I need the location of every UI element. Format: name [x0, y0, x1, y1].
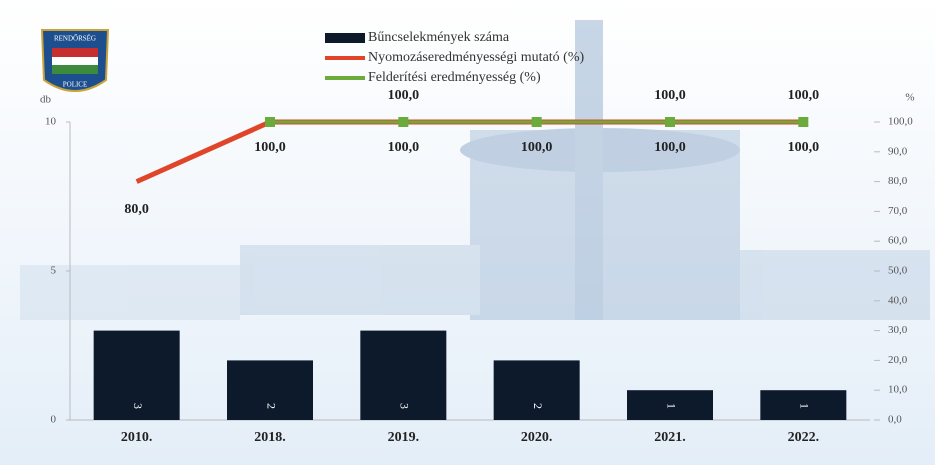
- y2-tick-label: 60,0: [888, 235, 908, 247]
- legend-label: Bűncselekmények száma: [368, 30, 510, 45]
- y2-tick-label: 40,0: [888, 294, 908, 306]
- legend-swatch: [325, 56, 365, 60]
- bar: [360, 330, 447, 420]
- line-value-label: 100,0: [388, 88, 420, 103]
- y2-tick-label: 70,0: [888, 205, 908, 217]
- legend-label: Felderítési eredményesség (%): [368, 70, 541, 85]
- legend-swatch: [325, 76, 365, 80]
- y2-axis-label: %: [905, 92, 914, 104]
- line-value-label: 100,0: [788, 88, 820, 103]
- line-marker: [531, 117, 542, 127]
- logo-top: RENDŐRSÉG: [54, 35, 96, 43]
- y2-tick-label: 100,0: [888, 116, 913, 128]
- y2-tick-label: 0,0: [888, 414, 902, 426]
- y2-tick-label: 50,0: [888, 265, 908, 277]
- line-value-label: 100,0: [388, 140, 420, 155]
- x-tick-label: 2022.: [788, 430, 820, 445]
- bar-value-label: 2: [531, 403, 545, 409]
- legend-label: Nyomozáseredményességi mutató (%): [368, 50, 584, 65]
- y-axis-label: db: [40, 94, 52, 106]
- line-value-label: 100,0: [788, 140, 820, 155]
- bar-value-label: 1: [798, 403, 812, 409]
- bar: [627, 390, 713, 420]
- y2-tick-label: 80,0: [888, 175, 908, 187]
- line-value-label: 80,0: [124, 202, 149, 217]
- line-value-label: 100,0: [654, 140, 686, 155]
- x-tick-label: 2019.: [388, 430, 420, 445]
- line-value-label: 100,0: [654, 88, 686, 103]
- line-marker: [665, 117, 675, 127]
- bar-value-label: 1: [664, 403, 678, 409]
- bar-value-label: 3: [131, 403, 145, 409]
- y2-tick-label: 30,0: [888, 324, 908, 336]
- y-tick-label: 5: [51, 265, 57, 277]
- line-value-label: 100,0: [254, 140, 286, 155]
- bar: [227, 360, 313, 420]
- y2-tick-label: 90,0: [888, 145, 908, 157]
- y-tick-label: 0: [51, 414, 57, 426]
- bar-value-label: 2: [264, 403, 278, 409]
- x-tick-label: 2010.: [121, 430, 153, 445]
- bar: [493, 360, 580, 420]
- x-tick-label: 2021.: [654, 430, 686, 445]
- line-marker: [265, 117, 275, 127]
- police-logo: RENDŐRSÉG POLICE: [40, 29, 110, 92]
- line-marker: [798, 117, 809, 127]
- y2-tick-label: 10,0: [888, 384, 908, 396]
- bar: [760, 390, 847, 420]
- y-tick-label: 10: [45, 116, 57, 128]
- legend-swatch: [325, 33, 365, 43]
- bar-value-label: 3: [398, 403, 412, 409]
- y2-tick-label: 20,0: [888, 354, 908, 366]
- x-tick-label: 2020.: [521, 430, 553, 445]
- bar: [93, 330, 180, 420]
- logo-bottom: POLICE: [63, 81, 88, 89]
- line-marker: [398, 117, 409, 127]
- building-photo: [20, 20, 930, 320]
- x-tick-label: 2018.: [254, 430, 286, 445]
- line-value-label: 100,0: [521, 140, 553, 155]
